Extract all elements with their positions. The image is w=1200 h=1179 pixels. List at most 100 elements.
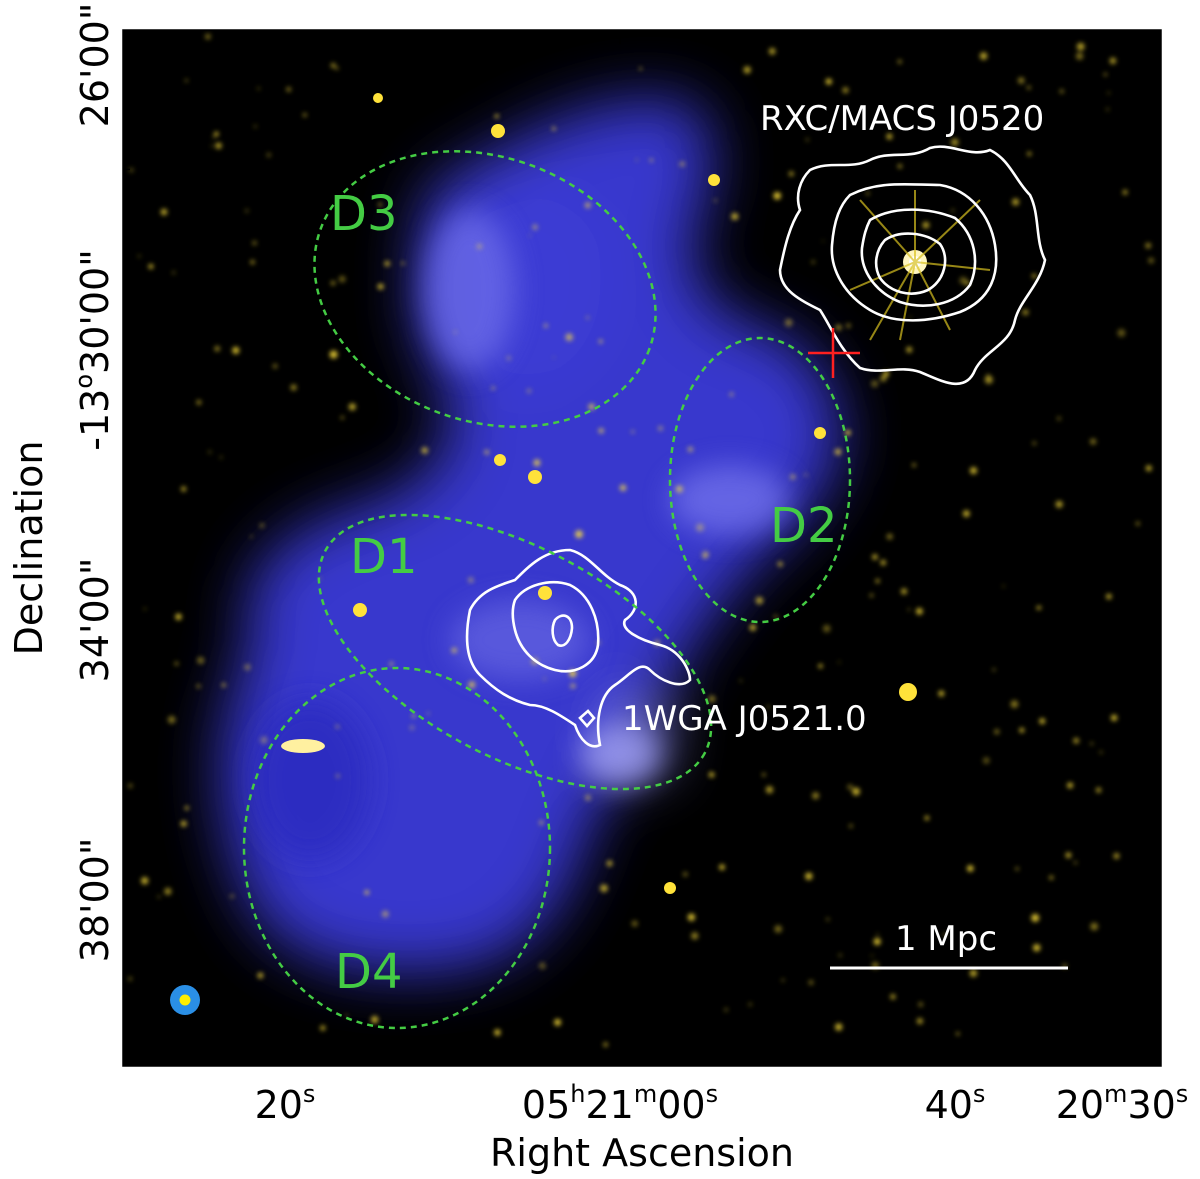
- faint-source: [543, 677, 546, 681]
- faint-source: [1073, 737, 1080, 744]
- faint-source: [777, 561, 783, 567]
- faint-source: [585, 794, 591, 801]
- axis-ticks: [123, 30, 1161, 1066]
- faint-source: [943, 933, 946, 936]
- faint-source: [713, 198, 718, 203]
- faint-source: [232, 346, 240, 354]
- faint-source: [871, 380, 879, 388]
- faint-source: [554, 1018, 562, 1026]
- faint-source: [822, 624, 831, 633]
- faint-source: [762, 773, 766, 777]
- faint-source: [370, 1015, 379, 1024]
- faint-source: [184, 805, 189, 811]
- faint-source: [211, 144, 214, 148]
- faint-source: [348, 403, 356, 411]
- faint-source: [808, 980, 814, 985]
- faint-source: [1136, 521, 1140, 526]
- faint-source: [245, 209, 249, 213]
- faint-source: [847, 784, 853, 790]
- tick-part: 30: [1127, 1083, 1175, 1127]
- faint-source: [330, 280, 336, 286]
- faint-source: [148, 264, 154, 269]
- faint-source: [378, 202, 383, 207]
- faint-source: [1090, 742, 1094, 745]
- faint-source: [215, 142, 222, 149]
- x-tick-label-40s: 40s: [925, 1080, 986, 1127]
- faint-source: [768, 47, 776, 55]
- faint-source: [835, 324, 842, 331]
- source-label-rxc: RXC/MACS J0520: [760, 99, 1044, 139]
- faint-source: [822, 240, 825, 242]
- faint-source: [219, 456, 223, 459]
- faint-source: [631, 430, 635, 434]
- faint-source: [1145, 465, 1152, 472]
- faint-source: [1022, 309, 1029, 316]
- faint-source: [340, 416, 344, 419]
- faint-source: [1027, 151, 1032, 156]
- faint-source: [1067, 782, 1074, 789]
- faint-source: [506, 356, 511, 361]
- faint-source: [849, 824, 853, 828]
- faint-source: [586, 316, 589, 319]
- faint-source: [389, 661, 394, 667]
- faint-source: [875, 579, 880, 583]
- faint-source: [631, 920, 638, 927]
- faint-source: [180, 486, 187, 492]
- faint-source: [886, 533, 893, 540]
- faint-source: [812, 792, 820, 800]
- faint-source: [984, 375, 993, 384]
- faint-source: [468, 577, 474, 583]
- faint-source: [880, 559, 886, 566]
- faint-source: [1065, 852, 1072, 859]
- faint-source: [639, 67, 642, 70]
- faint-source: [401, 261, 405, 265]
- faint-source: [128, 783, 133, 788]
- faint-source: [1032, 441, 1037, 445]
- faint-source: [869, 593, 874, 598]
- faint-source: [290, 384, 297, 391]
- tick-part: 20: [1056, 1083, 1104, 1127]
- x-tick-label-20m30s: 20m30s: [1056, 1080, 1189, 1127]
- tick-part: 40: [925, 1083, 973, 1127]
- faint-source: [160, 208, 168, 216]
- faint-source: [584, 202, 591, 209]
- y-axis-title: Declination: [7, 441, 51, 656]
- region-label-d2: D2: [770, 498, 838, 554]
- faint-source: [838, 661, 841, 664]
- source-label-1wga: 1WGA J0521.0: [622, 699, 867, 739]
- cluster-rays: [849, 190, 991, 341]
- tick-part: 05: [522, 1083, 570, 1127]
- faint-source: [969, 467, 978, 475]
- faint-source: [825, 78, 832, 85]
- faint-source: [250, 260, 255, 265]
- tick-part: 00: [657, 1083, 705, 1127]
- faint-source: [1039, 718, 1046, 725]
- tick-part: ": [73, 558, 117, 575]
- faint-source: [1106, 107, 1110, 111]
- faint-source: [526, 388, 532, 394]
- faint-source: [907, 608, 911, 611]
- faint-source: [963, 510, 970, 517]
- faint-source: [890, 994, 896, 1000]
- faint-source: [128, 976, 133, 981]
- tick-part: ": [73, 249, 117, 266]
- faint-source: [494, 1029, 501, 1036]
- tick-part: s: [303, 1080, 316, 1108]
- plot-frame: [122, 29, 1162, 1067]
- faint-source: [598, 339, 603, 344]
- faint-source: [1145, 242, 1152, 249]
- faint-source: [164, 887, 172, 896]
- faint-source: [918, 1002, 924, 1007]
- tick-part: h: [570, 1080, 585, 1108]
- faint-source: [412, 714, 416, 718]
- faint-source: [687, 913, 696, 921]
- faint-source: [835, 1023, 843, 1031]
- faint-source: [951, 138, 959, 147]
- x-ray-contours: [465, 145, 1047, 748]
- faint-source: [491, 386, 495, 390]
- faint-source: [1109, 57, 1117, 65]
- faint-source: [208, 450, 212, 454]
- faint-source: [956, 1032, 960, 1036]
- region-label-d1: D1: [350, 529, 418, 585]
- tick-part: 30'00: [73, 267, 117, 374]
